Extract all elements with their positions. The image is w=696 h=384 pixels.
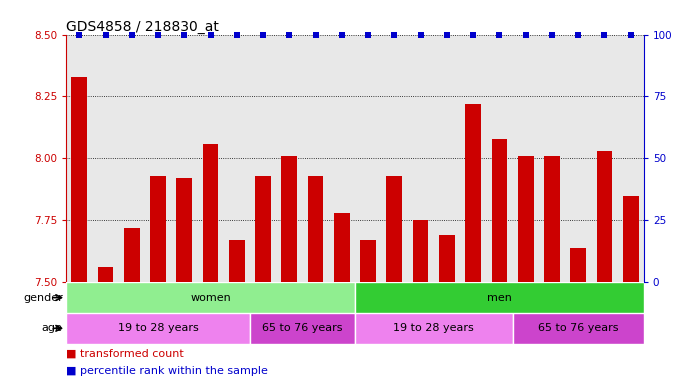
Bar <box>66 313 250 344</box>
Bar <box>355 313 512 344</box>
Bar <box>386 176 402 282</box>
Bar <box>512 282 539 332</box>
Text: GSM948644: GSM948644 <box>626 284 635 332</box>
Text: age: age <box>42 323 63 333</box>
Text: 65 to 76 years: 65 to 76 years <box>262 323 342 333</box>
Bar <box>250 313 355 344</box>
Bar <box>570 248 586 282</box>
Bar <box>465 104 481 282</box>
Text: GSM948625: GSM948625 <box>127 284 136 332</box>
Text: GSM948623: GSM948623 <box>74 284 84 332</box>
Text: GSM948640: GSM948640 <box>338 284 347 332</box>
Text: GSM948624: GSM948624 <box>101 284 110 332</box>
Text: GSM948636: GSM948636 <box>521 284 530 332</box>
Bar <box>93 282 118 332</box>
Bar <box>487 282 512 332</box>
Bar <box>623 195 638 282</box>
Bar <box>355 282 381 332</box>
Bar <box>355 282 644 313</box>
Text: men: men <box>487 293 512 303</box>
Bar <box>198 282 223 332</box>
Bar <box>66 282 93 332</box>
Text: GSM948635: GSM948635 <box>495 284 504 332</box>
Bar <box>434 282 460 332</box>
Text: GSM948634: GSM948634 <box>468 284 477 332</box>
Bar <box>544 156 560 282</box>
Bar <box>592 282 617 332</box>
Bar <box>118 282 145 332</box>
Bar <box>407 282 434 332</box>
Text: ■ percentile rank within the sample: ■ percentile rank within the sample <box>66 366 268 376</box>
Bar <box>97 267 113 282</box>
Text: GSM948629: GSM948629 <box>232 284 242 332</box>
Text: GSM948637: GSM948637 <box>258 284 267 332</box>
Bar <box>308 176 324 282</box>
Bar <box>565 282 592 332</box>
Text: GSM948638: GSM948638 <box>285 284 294 332</box>
Bar <box>250 282 276 332</box>
Bar <box>491 139 507 282</box>
Bar <box>72 77 87 282</box>
Bar <box>276 282 303 332</box>
Bar <box>361 240 376 282</box>
Bar <box>229 240 245 282</box>
Bar <box>281 156 297 282</box>
Text: GSM948632: GSM948632 <box>416 284 425 332</box>
Text: gender: gender <box>23 293 63 303</box>
Text: GSM948643: GSM948643 <box>600 284 609 332</box>
Text: 19 to 28 years: 19 to 28 years <box>118 323 198 333</box>
Bar <box>413 220 429 282</box>
Text: women: women <box>190 293 231 303</box>
Bar <box>150 176 166 282</box>
Bar <box>381 282 407 332</box>
Bar <box>596 151 612 282</box>
Text: GSM948626: GSM948626 <box>154 284 163 332</box>
Text: GSM948628: GSM948628 <box>206 284 215 332</box>
Text: GDS4858 / 218830_at: GDS4858 / 218830_at <box>66 20 219 33</box>
Bar <box>617 282 644 332</box>
Bar <box>439 235 454 282</box>
Bar <box>203 144 219 282</box>
Text: GSM948641: GSM948641 <box>547 284 556 332</box>
Bar <box>171 282 198 332</box>
Text: 65 to 76 years: 65 to 76 years <box>538 323 619 333</box>
Bar <box>334 213 349 282</box>
Bar <box>460 282 487 332</box>
Text: GSM948639: GSM948639 <box>311 284 320 332</box>
Text: 19 to 28 years: 19 to 28 years <box>393 323 474 333</box>
Bar <box>255 176 271 282</box>
Text: GSM948627: GSM948627 <box>180 284 189 332</box>
Bar <box>303 282 329 332</box>
Bar <box>223 282 250 332</box>
Text: ■ transformed count: ■ transformed count <box>66 349 184 359</box>
Text: GSM948630: GSM948630 <box>363 284 372 332</box>
Bar <box>124 228 140 282</box>
Text: GSM948631: GSM948631 <box>390 284 399 332</box>
Text: GSM948633: GSM948633 <box>443 284 452 332</box>
Bar <box>539 282 565 332</box>
Bar <box>518 156 534 282</box>
Bar <box>512 313 644 344</box>
Text: GSM948642: GSM948642 <box>574 284 583 332</box>
Bar <box>145 282 171 332</box>
Bar <box>176 178 192 282</box>
Bar <box>329 282 355 332</box>
Bar <box>66 282 355 313</box>
